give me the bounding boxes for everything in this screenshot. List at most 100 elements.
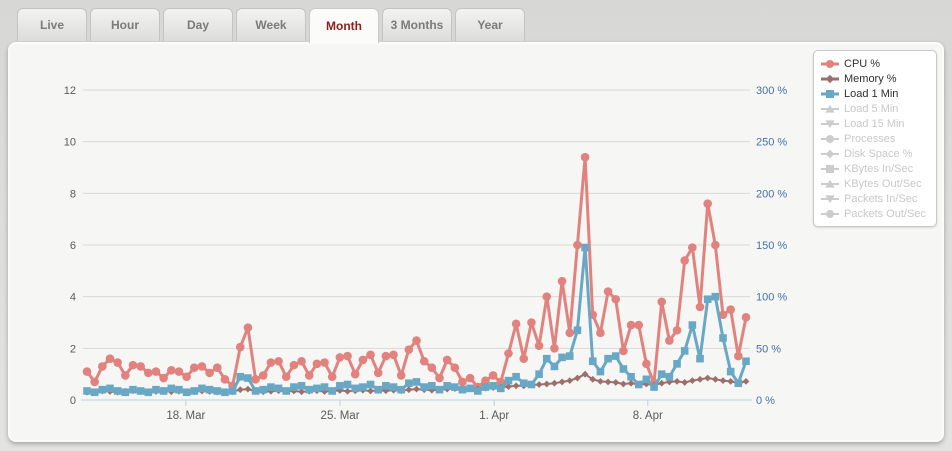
data-point[interactable] (312, 359, 322, 369)
data-point[interactable] (359, 383, 367, 391)
data-point[interactable] (298, 388, 305, 396)
data-point[interactable] (281, 372, 291, 382)
data-point[interactable] (688, 377, 696, 385)
data-point[interactable] (695, 302, 705, 312)
data-point[interactable] (551, 379, 558, 387)
data-point[interactable] (488, 371, 498, 380)
data-point[interactable] (290, 383, 298, 391)
data-point[interactable] (205, 385, 214, 394)
data-point[interactable] (83, 387, 91, 395)
data-point[interactable] (358, 355, 368, 365)
data-point[interactable] (742, 378, 750, 385)
data-point[interactable] (627, 372, 635, 381)
data-point[interactable] (235, 342, 245, 352)
data-point[interactable] (244, 374, 252, 382)
data-point[interactable] (727, 378, 735, 385)
data-point[interactable] (619, 346, 628, 356)
data-point[interactable] (113, 387, 122, 395)
data-point[interactable] (305, 385, 314, 394)
data-point[interactable] (626, 320, 636, 330)
data-point[interactable] (106, 384, 114, 393)
data-point[interactable] (343, 351, 352, 361)
data-point[interactable] (90, 377, 99, 387)
data-point[interactable] (634, 320, 644, 330)
data-point[interactable] (182, 388, 191, 397)
data-point[interactable] (642, 375, 651, 384)
tab-week[interactable]: Week (236, 8, 306, 41)
data-point[interactable] (189, 363, 199, 373)
data-point[interactable] (596, 367, 605, 376)
data-point[interactable] (128, 360, 138, 370)
data-point[interactable] (726, 367, 735, 376)
data-point[interactable] (634, 380, 643, 389)
data-point[interactable] (550, 344, 559, 353)
data-point[interactable] (573, 240, 582, 250)
data-point[interactable] (350, 369, 360, 379)
data-point[interactable] (389, 350, 398, 360)
tab-3-months[interactable]: 3 Months (382, 8, 452, 41)
legend-item-disk-space[interactable]: Disk Space % (820, 146, 930, 161)
data-point[interactable] (320, 383, 329, 391)
data-point[interactable] (474, 387, 482, 395)
data-point[interactable] (121, 371, 130, 380)
data-point[interactable] (259, 385, 268, 394)
data-point[interactable] (266, 358, 276, 367)
data-point[interactable] (680, 347, 689, 355)
data-point[interactable] (458, 385, 467, 394)
data-point[interactable] (251, 375, 260, 384)
data-point[interactable] (336, 381, 344, 390)
data-point[interactable] (573, 326, 582, 335)
data-point[interactable] (534, 341, 544, 351)
data-point[interactable] (519, 354, 529, 363)
data-point[interactable] (405, 386, 413, 394)
legend-item-processes[interactable]: Processes (820, 131, 930, 146)
data-point[interactable] (596, 328, 605, 338)
data-point[interactable] (543, 380, 551, 388)
data-point[interactable] (366, 380, 375, 389)
data-point[interactable] (519, 379, 528, 388)
data-point[interactable] (412, 336, 421, 345)
data-point[interactable] (297, 381, 306, 390)
data-point[interactable] (442, 355, 452, 365)
data-point[interactable] (588, 357, 597, 366)
data-point[interactable] (741, 313, 751, 322)
data-point[interactable] (367, 387, 374, 395)
data-point[interactable] (496, 384, 505, 393)
data-point[interactable] (504, 376, 513, 385)
data-point[interactable] (136, 387, 145, 395)
data-point[interactable] (734, 379, 743, 388)
data-point[interactable] (344, 387, 351, 395)
data-point[interactable] (742, 357, 750, 366)
data-point[interactable] (212, 363, 222, 373)
data-point[interactable] (711, 375, 719, 383)
data-point[interactable] (512, 372, 520, 381)
data-point[interactable] (397, 385, 405, 394)
data-point[interactable] (174, 367, 184, 376)
data-point[interactable] (619, 380, 627, 388)
data-point[interactable] (719, 334, 727, 342)
data-point[interactable] (611, 352, 620, 360)
data-point[interactable] (413, 385, 420, 393)
data-point[interactable] (657, 370, 666, 378)
data-point[interactable] (481, 376, 490, 385)
data-point[interactable] (197, 362, 207, 371)
data-point[interactable] (343, 380, 352, 389)
data-point[interactable] (673, 378, 681, 385)
data-point[interactable] (190, 387, 199, 395)
data-point[interactable] (113, 358, 122, 367)
data-point[interactable] (658, 379, 666, 387)
data-point[interactable] (373, 368, 383, 378)
data-point[interactable] (565, 352, 574, 360)
data-point[interactable] (274, 384, 283, 393)
data-point[interactable] (542, 354, 551, 363)
data-point[interactable] (696, 375, 704, 383)
legend-item-load-15-min[interactable]: Load 15 Min (820, 116, 930, 131)
data-point[interactable] (435, 385, 444, 394)
data-point[interactable] (221, 388, 229, 397)
data-point[interactable] (604, 378, 612, 386)
data-point[interactable] (450, 363, 460, 373)
data-point[interactable] (166, 365, 176, 375)
data-point[interactable] (129, 385, 137, 394)
data-point[interactable] (719, 377, 727, 385)
data-point[interactable] (504, 349, 513, 358)
